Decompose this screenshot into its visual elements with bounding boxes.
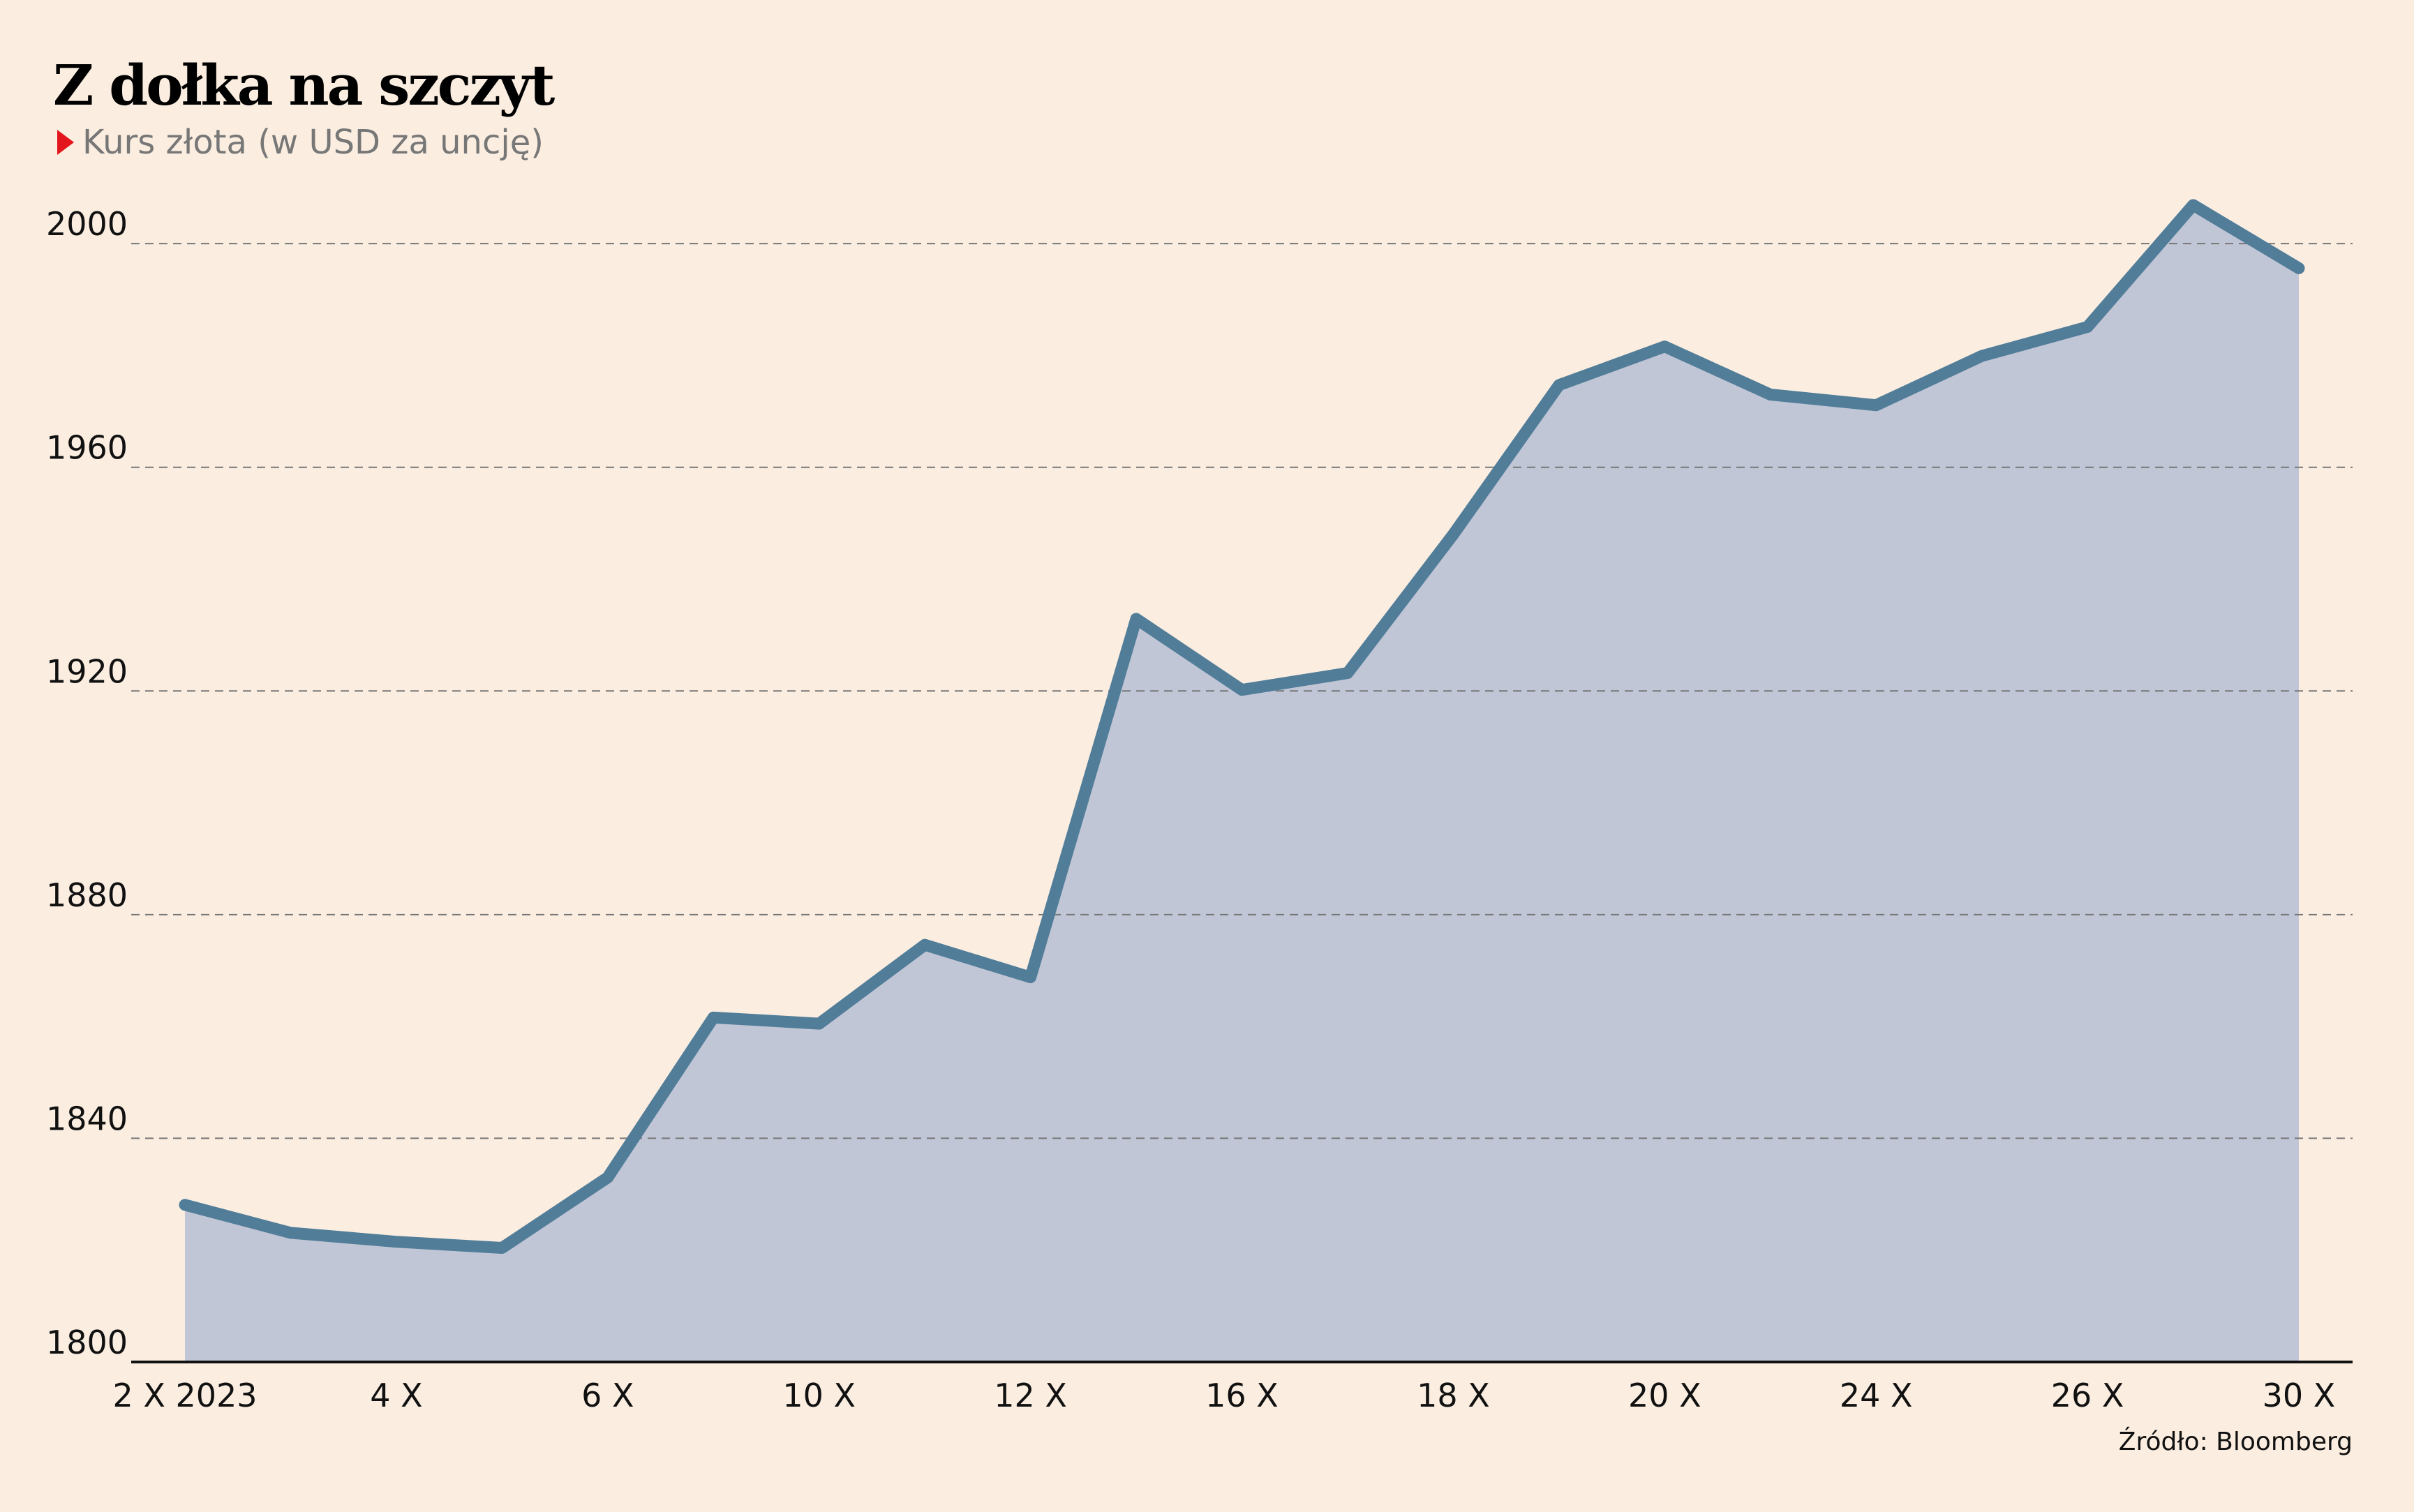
y-tick-label: 1960 — [46, 429, 128, 467]
x-tick-label: 26 X — [2051, 1377, 2124, 1414]
x-tick-label: 18 X — [1417, 1377, 1490, 1414]
x-tick-label: 20 X — [1628, 1377, 1701, 1414]
line — [179, 199, 2305, 1255]
y-tick-label: 1920 — [46, 652, 128, 690]
x-tick-label: 24 X — [1840, 1377, 1913, 1414]
y-tick-label: 1800 — [46, 1324, 128, 1361]
source: Źródło: Bloomberg — [2119, 1427, 2353, 1456]
x-tick-label: 6 X — [581, 1377, 634, 1414]
y-tick-label: 2000 — [46, 205, 128, 243]
chart-title: Z dołka na szczyt — [53, 52, 555, 118]
subtitle-marker — [57, 130, 74, 155]
y-tick-label: 1840 — [46, 1100, 128, 1137]
x-tick-label: 4 X — [370, 1377, 422, 1414]
x-tick-label: 16 X — [1205, 1377, 1279, 1414]
x-tick-label: 10 X — [782, 1377, 856, 1414]
x-tick-label: 30 X — [2263, 1377, 2336, 1414]
chart-subtitle: Kurs złota (w USD za uncję) — [82, 123, 544, 162]
x-tick-label: 12 X — [994, 1377, 1067, 1414]
y-tick-label: 1880 — [46, 876, 128, 914]
x-tick-label: 2 X 2023 — [112, 1377, 257, 1414]
area — [185, 204, 2299, 1363]
